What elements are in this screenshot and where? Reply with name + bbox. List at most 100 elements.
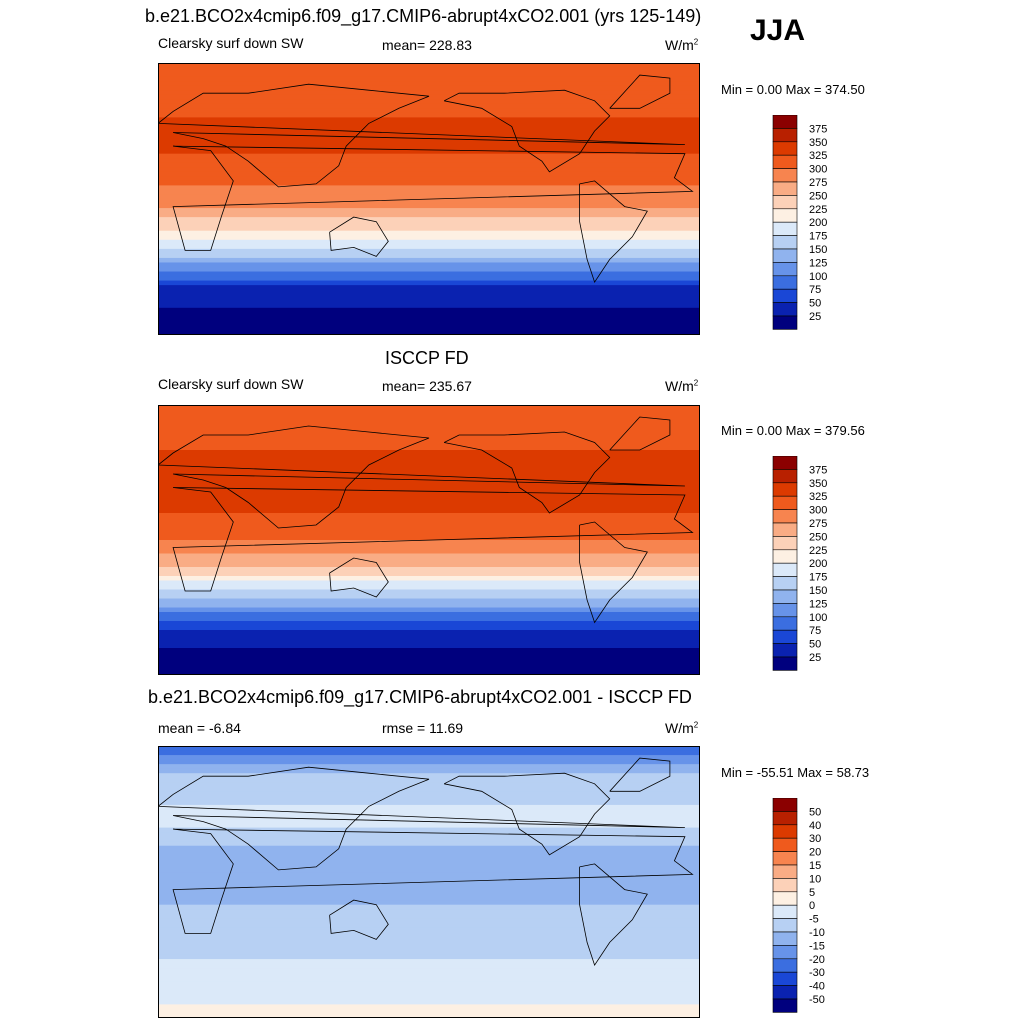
lat-band xyxy=(158,616,700,622)
lat-band xyxy=(158,845,700,851)
lat-band xyxy=(158,886,700,892)
coastline xyxy=(329,216,389,257)
colorbar-tick-label: 275 xyxy=(809,518,827,530)
lat-band xyxy=(158,409,700,415)
colorbar-swatch xyxy=(772,891,798,906)
lat-band xyxy=(158,316,700,322)
lat-band xyxy=(158,235,700,241)
colorbar-swatch xyxy=(772,302,798,317)
lat-band xyxy=(158,558,700,564)
lat-band xyxy=(158,289,700,295)
lat-band xyxy=(158,108,700,114)
lat-band xyxy=(158,522,700,528)
colorbar-swatch xyxy=(772,509,798,524)
colorbar-swatch xyxy=(772,456,798,470)
colorbar-swatch xyxy=(772,315,798,330)
lat-band xyxy=(158,463,700,469)
lat-band xyxy=(158,868,700,874)
latitude-bands xyxy=(158,63,700,335)
colorbar-swatch xyxy=(772,589,798,604)
colorbar-tick-label: -20 xyxy=(809,954,825,966)
lat-band xyxy=(158,126,700,132)
lat-band xyxy=(158,549,700,555)
map-frame xyxy=(158,405,700,675)
lat-band xyxy=(158,634,700,640)
lat-band xyxy=(158,940,700,947)
lat-band xyxy=(158,670,700,675)
lat-band xyxy=(158,418,700,424)
colorbar-tick-label: 75 xyxy=(809,284,821,296)
panel-1-map xyxy=(158,63,700,335)
colorbar-tick-label: -50 xyxy=(809,994,825,1006)
lat-band xyxy=(158,909,700,915)
coastline xyxy=(172,828,694,934)
coastline xyxy=(443,772,611,856)
lat-band xyxy=(158,217,700,223)
lat-band xyxy=(158,267,700,273)
colorbar-swatch xyxy=(772,931,798,946)
colorbar-swatch xyxy=(772,811,798,826)
coastline xyxy=(172,487,694,592)
colorbar-tick-label: 300 xyxy=(809,505,827,517)
lat-band xyxy=(158,531,700,537)
colorbar-swatch xyxy=(772,288,798,303)
colorbar-swatch xyxy=(772,904,798,919)
colorbar-swatch xyxy=(772,837,798,852)
lat-band xyxy=(158,285,700,291)
lat-band xyxy=(158,432,700,438)
lat-band xyxy=(158,657,700,663)
lat-band xyxy=(158,262,700,268)
lat-band xyxy=(158,67,700,73)
lat-band xyxy=(158,436,700,442)
colorbar-swatch xyxy=(772,603,798,618)
lat-band xyxy=(158,836,700,842)
panel-3-minmax: Min = -55.51 Max = 58.73 xyxy=(721,765,870,780)
coastline xyxy=(609,74,671,109)
lat-band xyxy=(158,167,700,173)
lat-band xyxy=(158,441,700,447)
colorbar-tick-label: 200 xyxy=(809,217,827,229)
panel-3-title: b.e21.BCO2x4cmip6.f09_g17.CMIP6-abrupt4x… xyxy=(148,687,692,707)
lat-band xyxy=(158,585,700,591)
colorbar-tick-label: 100 xyxy=(809,612,827,624)
lat-band xyxy=(158,414,700,420)
lat-band xyxy=(158,936,700,942)
colorbar-tick-label: 40 xyxy=(809,820,821,832)
colorbar-swatch xyxy=(772,878,798,893)
colorbar-swatch xyxy=(772,522,798,537)
lat-band xyxy=(158,280,700,286)
lat-band xyxy=(158,562,700,568)
lat-band xyxy=(158,63,700,69)
lat-band xyxy=(158,180,700,186)
lat-band xyxy=(158,972,700,978)
lat-band xyxy=(158,427,700,433)
lat-band xyxy=(158,777,700,783)
lat-band xyxy=(158,639,700,645)
lat-band xyxy=(158,977,700,983)
colorbar-tick-label: 50 xyxy=(809,298,821,310)
colorbar-swatch xyxy=(772,971,798,986)
lat-band xyxy=(158,594,700,600)
lat-band xyxy=(158,621,700,627)
lat-band xyxy=(158,968,700,974)
lat-band xyxy=(158,450,700,456)
lat-band xyxy=(158,827,700,833)
colorbar-swatch xyxy=(772,128,798,143)
lat-band xyxy=(158,544,700,550)
coastline xyxy=(329,557,389,598)
coastline xyxy=(158,83,685,188)
coastline xyxy=(329,899,389,940)
lat-band xyxy=(158,746,700,752)
colorbar-swatch xyxy=(772,469,798,484)
lat-band xyxy=(158,477,700,483)
colorbar-swatch xyxy=(772,998,798,1013)
lat-band xyxy=(158,208,700,214)
colorbar-tick-label: 375 xyxy=(809,464,827,476)
lat-band xyxy=(158,768,700,774)
colorbar-swatch xyxy=(772,262,798,277)
colorbar-tick-label: 275 xyxy=(809,177,827,189)
panel-1-variable-label: Clearsky surf down SW xyxy=(158,35,304,51)
lat-band xyxy=(158,990,700,996)
colorbar-tick-label: 0 xyxy=(809,900,815,912)
lat-band xyxy=(158,795,700,801)
